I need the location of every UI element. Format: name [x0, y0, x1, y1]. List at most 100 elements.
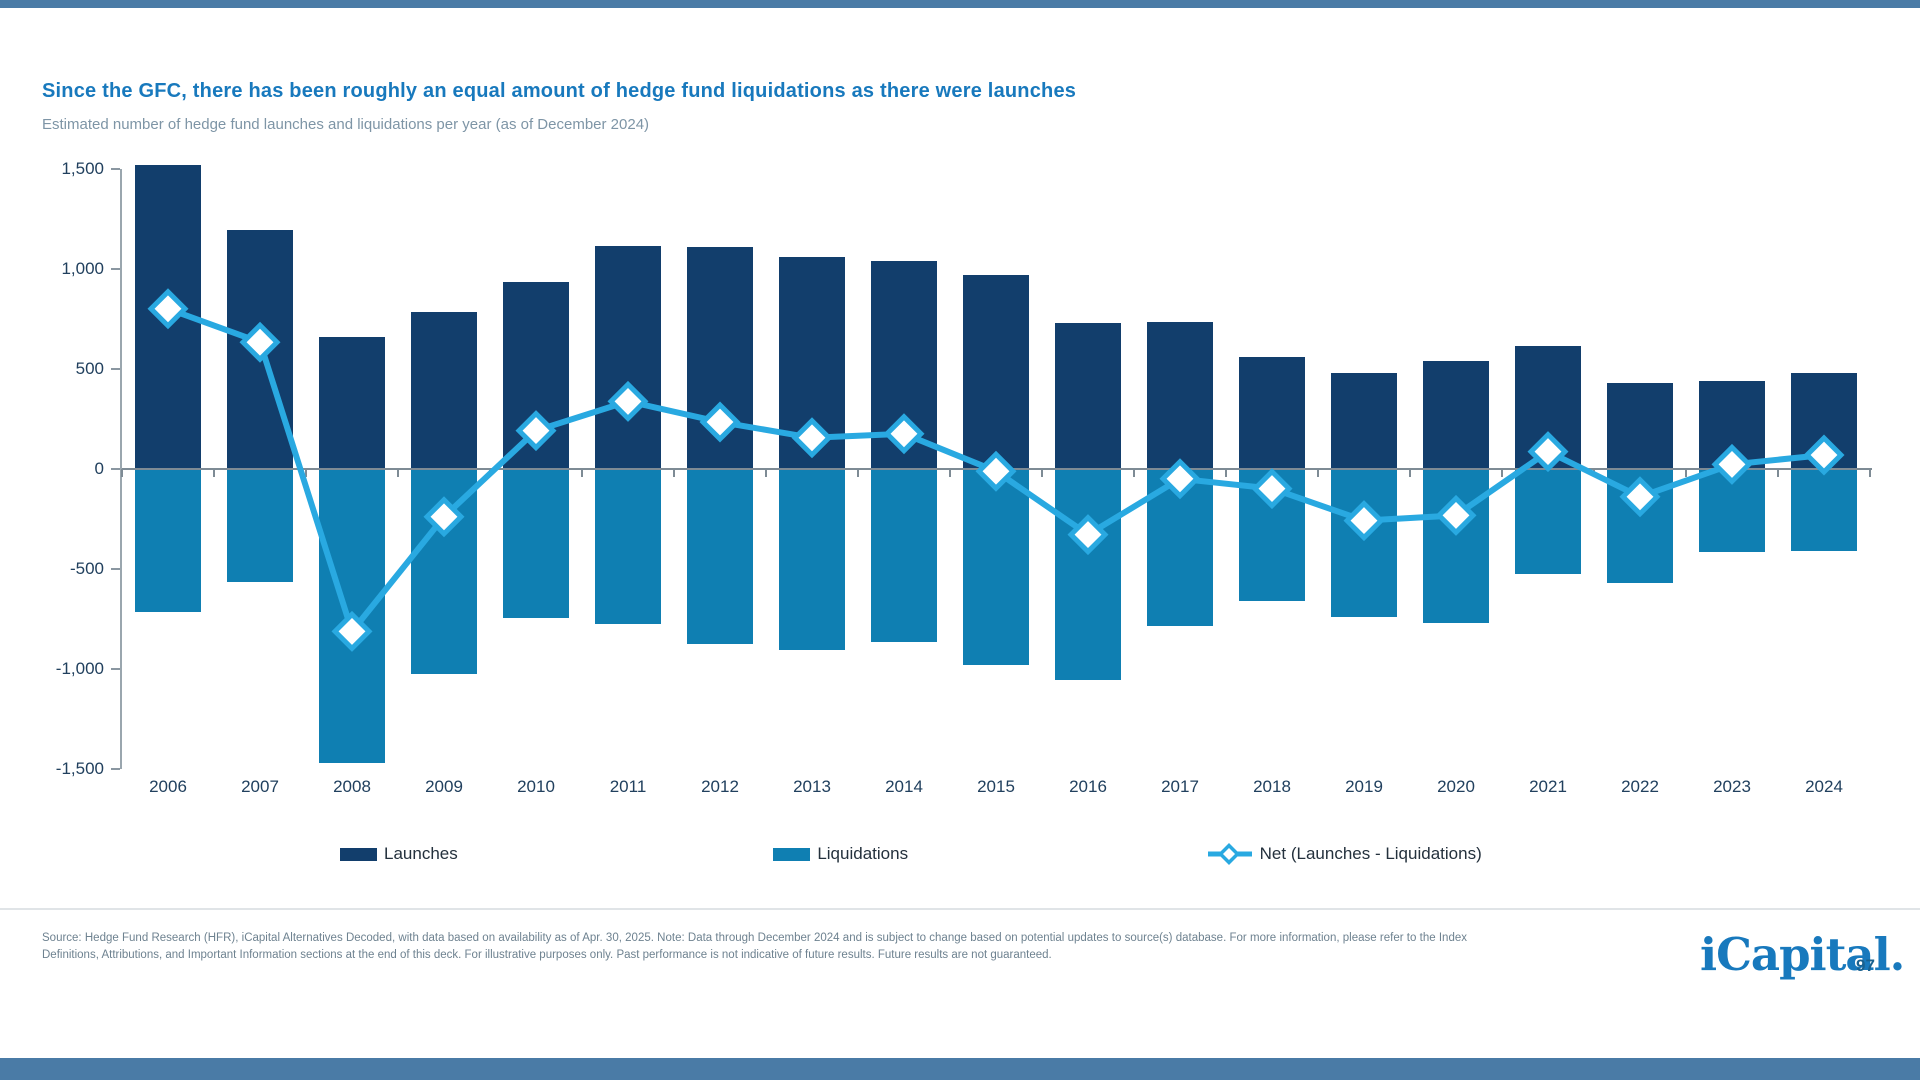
x-axis-tick-mark: [1869, 469, 1871, 477]
net-marker-2012: [699, 401, 741, 443]
x-axis-tick-mark: [1133, 469, 1135, 477]
x-axis-tick-mark: [121, 469, 123, 477]
x-axis-tick-mark: [1777, 469, 1779, 477]
net-marker-2021: [1527, 431, 1569, 473]
launches-bar-2022: [1607, 382, 1673, 469]
chart-legend: Launches Liquidations Net (Launches - Li…: [340, 843, 1640, 865]
icapital-logo: iCapital.: [1700, 928, 1905, 981]
net-marker-2016: [1067, 514, 1109, 556]
x-axis-tick-mark: [765, 469, 767, 477]
liquidations-bar-2010: [503, 469, 569, 618]
net-line-series: [147, 288, 1845, 652]
y-axis-tick-label: -500: [69, 559, 104, 578]
net-marker-2018: [1251, 468, 1293, 510]
net-marker-2020: [1435, 494, 1477, 536]
y-axis-tick-mark: [111, 468, 120, 470]
y-axis-tick-label: 500: [75, 359, 104, 378]
launches-bar-2018: [1239, 356, 1305, 469]
x-axis-label-2019: 2019: [1345, 777, 1383, 796]
net-line-marker-icon: [1207, 843, 1252, 865]
net-marker-2022: [1619, 476, 1661, 518]
x-axis-tick-mark: [949, 469, 951, 477]
net-marker-2010: [515, 410, 557, 452]
y-axis-tick-label: 1,500: [61, 159, 104, 178]
launches-bar-2015: [963, 275, 1029, 469]
y-axis-tick-label: -1,000: [55, 659, 104, 678]
x-axis-tick-mark: [857, 469, 859, 477]
x-axis-tick-mark: [1225, 469, 1227, 477]
y-axis-tick-mark: [111, 368, 120, 370]
x-axis-tick-mark: [305, 469, 307, 477]
x-axis-label-2011: 2011: [609, 777, 647, 796]
launches-bar-2008: [319, 337, 385, 469]
net-marker-2011: [607, 380, 649, 422]
x-axis-label-2014: 2014: [885, 777, 923, 796]
x-axis-tick-mark: [397, 469, 399, 477]
launches-bar-2011: [595, 246, 661, 469]
liquidations-bar-2016: [1055, 469, 1121, 681]
liquidations-bar-2015: [963, 469, 1029, 665]
legend-item-liquidations: Liquidations: [773, 844, 1206, 864]
top-accent-band: [0, 0, 1920, 8]
liquidations-bar-2021: [1515, 469, 1581, 575]
liquidations-bar-2020: [1423, 469, 1489, 623]
net-marker-2007: [239, 321, 281, 363]
x-axis-tick-mark: [1317, 469, 1319, 477]
x-axis-label-2007: 2007: [241, 777, 279, 796]
net-marker-2014: [883, 413, 925, 455]
liquidations-bar-2013: [779, 469, 845, 650]
x-axis-label-2020: 2020: [1437, 777, 1475, 796]
liquidations-bar-2012: [687, 469, 753, 644]
legend-label-net: Net (Launches - Liquidations): [1259, 844, 1482, 863]
bottom-accent-band: [0, 1058, 1920, 1080]
liquidations-bar-2006: [135, 469, 201, 613]
net-marker-2009: [423, 496, 465, 538]
y-axis-tick-mark: [111, 268, 120, 270]
x-axis-tick-mark: [213, 469, 215, 477]
page-number: 97: [1856, 956, 1875, 975]
x-axis-label-2015: 2015: [977, 777, 1015, 796]
x-axis-label-2010: 2010: [517, 777, 555, 796]
net-marker-2008: [331, 610, 373, 652]
footer-divider: [0, 908, 1920, 910]
x-axis-label-2023: 2023: [1713, 777, 1751, 796]
x-axis-label-2021: 2021: [1529, 777, 1567, 796]
x-axis-label-2024: 2024: [1805, 777, 1843, 796]
y-axis-tick-label: 0: [94, 459, 104, 478]
y-axis-tick-mark: [111, 568, 120, 570]
liquidations-bar-2024: [1791, 469, 1857, 551]
x-axis-label-2017: 2017: [1161, 777, 1199, 796]
net-marker-2013: [791, 417, 833, 459]
net-marker-2017: [1159, 458, 1201, 500]
net-marker-2015: [975, 450, 1017, 492]
x-axis-tick-mark: [1501, 469, 1503, 477]
launches-bar-2016: [1055, 323, 1121, 469]
x-axis-tick-mark: [581, 469, 583, 477]
y-axis-tick-mark: [111, 168, 120, 170]
liquidations-bar-2007: [227, 469, 293, 582]
launches-bar-2017: [1147, 322, 1213, 469]
legend-item-launches: Launches: [340, 844, 773, 864]
x-axis-label-2013: 2013: [793, 777, 831, 796]
liquidations-bar-2014: [871, 469, 937, 642]
x-axis-label-2008: 2008: [333, 777, 371, 796]
page-title: Since the GFC, there has been roughly an…: [42, 80, 1077, 102]
net-marker-2006: [147, 288, 189, 330]
legend-item-net: Net (Launches - Liquidations): [1207, 843, 1640, 865]
legend-label-liquidations: Liquidations: [817, 844, 909, 863]
x-axis-label-2016: 2016: [1069, 777, 1107, 796]
launches-bar-2009: [411, 312, 477, 469]
x-axis-label-2006: 2006: [149, 777, 187, 796]
chart-subtitle: Estimated number of hedge fund launches …: [42, 116, 650, 133]
x-axis-label-2018: 2018: [1253, 777, 1291, 796]
footer-disclaimer: Source: Hedge Fund Research (HFR), iCapi…: [42, 932, 1467, 961]
liquidations-bar-2019: [1331, 469, 1397, 617]
net-marker-2023: [1711, 443, 1753, 485]
launches-bar-2020: [1423, 361, 1489, 469]
legend-label-launches: Launches: [384, 844, 458, 863]
launches-swatch-icon: [340, 847, 377, 861]
plot-area: 1,500 1,000 500 0 -500 -1,000 -1,500 2006 2007 20…: [56, 159, 1872, 796]
x-axis-tick-mark: [1041, 469, 1043, 477]
launches-bar-2019: [1331, 373, 1397, 469]
